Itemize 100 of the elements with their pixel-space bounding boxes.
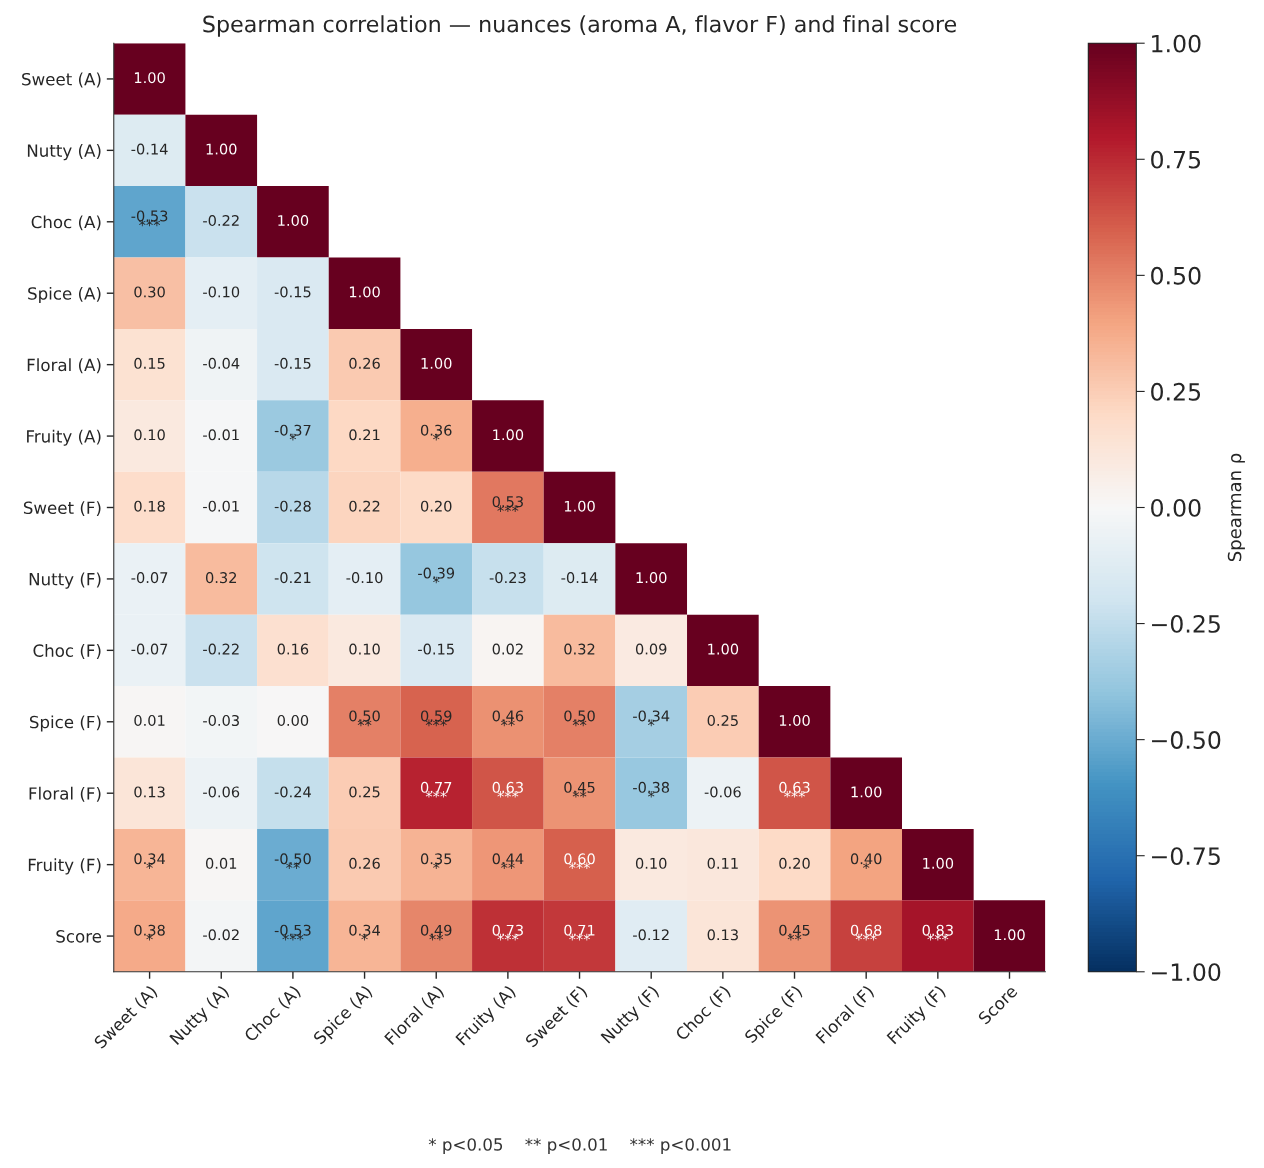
color-bar-label: −0.25: [1152, 615, 1220, 633]
data-label: 0.50 **: [564, 710, 595, 727]
data-label: -0.14: [131, 143, 168, 155]
data-label: -0.06: [203, 786, 240, 798]
data-label: -0.12: [633, 929, 669, 941]
data-label: -0.38 *: [633, 781, 670, 798]
data-label: 0.00: [277, 714, 309, 727]
data-label: 0.46 **: [492, 710, 524, 727]
text: * p<0.05 ** p<0.01 *** p<0.001: [428, 1138, 731, 1154]
y-tick-label: Spice (F): [29, 715, 101, 732]
data-label: 1.00: [134, 72, 165, 84]
data-label: 0.25: [349, 786, 380, 798]
y-tick-label: Nutty (A): [27, 144, 101, 161]
y-tick-label: Spice (A): [28, 286, 101, 304]
data-label: -0.04: [203, 357, 240, 369]
data-label: -0.15: [274, 286, 311, 298]
data-label: -0.37 *: [274, 424, 311, 441]
y-tick-label: Score: [56, 930, 102, 943]
color-bar-label: −0.75: [1152, 847, 1220, 866]
data-label: 0.50 **: [349, 710, 380, 727]
data-label: 0.20: [420, 500, 452, 512]
data-label: 0.26: [349, 357, 380, 369]
data-label: 0.77 ***: [420, 781, 452, 798]
data-label: 1.00: [421, 357, 452, 369]
data-label: -0.34 *: [633, 710, 670, 727]
y-tick-label: Fruity (A): [27, 429, 101, 446]
data-label: 0.18: [134, 500, 165, 512]
data-label: 1.00: [206, 143, 237, 155]
data-label: -0.06: [704, 786, 741, 798]
data-label: -0.07: [131, 572, 168, 584]
data-label: 0.16: [277, 643, 309, 655]
data-label: 0.63 ***: [492, 781, 523, 798]
data-label: 0.60 ***: [564, 853, 595, 870]
color-bar-label: 0.25: [1151, 382, 1201, 401]
data-label: -0.10: [346, 572, 383, 584]
data-label: -0.22: [203, 643, 239, 655]
data-label: -0.53 ***: [131, 210, 168, 227]
data-label: 1.00: [493, 429, 524, 441]
data-label: 0.10: [635, 857, 667, 869]
data-label: 0.53 ***: [492, 496, 523, 512]
color-bar-title: Spearman ρ: [1227, 453, 1245, 562]
data-label: -0.23: [489, 572, 526, 584]
data-label: 0.83 ***: [922, 924, 953, 941]
data-label: 0.26: [349, 857, 380, 869]
data-label: 0.10: [349, 643, 380, 655]
y-tick-label: Choc (F): [33, 644, 101, 659]
data-label: 1.00: [851, 786, 882, 798]
data-label: 0.38 *: [134, 924, 165, 941]
y-tick-label: Choc (A): [31, 215, 101, 231]
color-bar-label: 0.75: [1151, 150, 1201, 169]
data-label: 0.68 ***: [850, 924, 882, 941]
data-label: -0.14: [561, 572, 598, 584]
y-tick-label: Floral (F): [29, 786, 101, 802]
data-label: 0.36 *: [420, 424, 452, 441]
y-tick-label: Nutty (F): [29, 572, 101, 589]
data-label: 0.11: [707, 857, 738, 869]
data-label: 0.21: [349, 429, 380, 441]
data-label: 0.13: [707, 929, 738, 941]
data-label: 0.49 **: [420, 924, 452, 941]
data-label: 0.71 ***: [564, 924, 595, 941]
data-label: 1.00: [923, 857, 954, 869]
color-bar-label: 1.00: [1152, 34, 1201, 53]
data-label: 0.25: [707, 714, 738, 727]
data-label: 1.00: [636, 572, 667, 584]
data-label: 0.34 *: [349, 924, 380, 941]
data-label: 0.32: [205, 572, 237, 584]
data-label: 0.20: [779, 857, 810, 869]
data-label: -0.03: [203, 714, 239, 727]
data-label: -0.01: [203, 429, 239, 441]
color-bar-label: −0.50: [1152, 731, 1221, 749]
data-label: -0.15: [274, 357, 311, 369]
data-label: -0.10: [203, 286, 240, 298]
data-label: -0.24: [274, 786, 311, 798]
y-tick-label: Fruity (F): [28, 858, 101, 875]
data-label: -0.39 *: [418, 567, 455, 584]
data-label: 0.59 ***: [420, 710, 452, 727]
data-label: 0.01: [205, 857, 237, 869]
data-label: 0.02: [492, 643, 523, 655]
data-label: 0.13: [134, 786, 165, 798]
data-label: 1.00: [994, 929, 1025, 941]
data-label: 0.32: [564, 643, 595, 655]
data-label: 1.00: [349, 286, 380, 298]
data-label: -0.15: [418, 643, 454, 655]
data-label: 0.10: [134, 429, 165, 441]
data-label: 0.40 *: [850, 853, 882, 870]
data-label: 0.63 ***: [779, 781, 810, 798]
data-label: -0.22: [203, 214, 239, 227]
data-label: 1.00: [278, 214, 309, 227]
color-bar-label: −1.00: [1152, 963, 1221, 982]
y-tick-label: Floral (A): [27, 358, 101, 374]
data-label: -0.07: [131, 643, 168, 655]
data-label: 0.15: [134, 357, 165, 369]
y-tick-label: Sweet (F): [23, 501, 101, 517]
data-label: 1.00: [564, 500, 595, 512]
data-label: 0.45 **: [564, 781, 595, 798]
data-label: -0.02: [203, 929, 239, 941]
data-label: 0.22: [349, 500, 380, 512]
data-label: -0.28: [274, 500, 311, 512]
color-bar-label: 0.00: [1151, 498, 1201, 517]
y-tick-label: Sweet (A): [22, 72, 101, 88]
